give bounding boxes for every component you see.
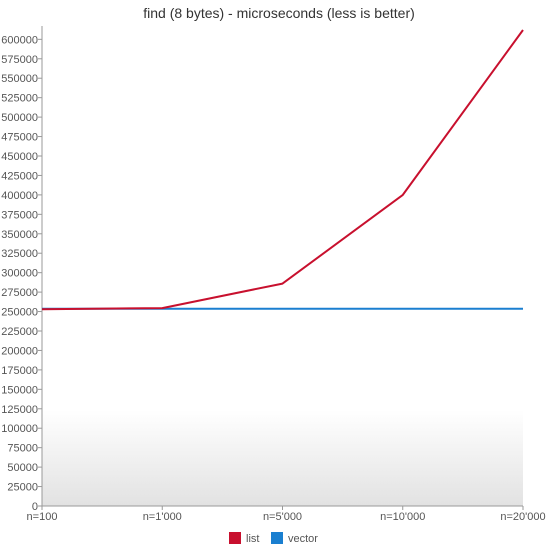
y-tick-label: 450000 [1, 151, 38, 163]
legend-swatch-list [229, 532, 241, 544]
y-tick-label: 550000 [1, 73, 38, 85]
y-tick-label: 475000 [1, 132, 38, 144]
y-tick-label: 500000 [1, 112, 38, 124]
y-tick-label: 375000 [1, 209, 38, 221]
y-tick-label: 300000 [1, 268, 38, 280]
y-tick-label: 425000 [1, 170, 38, 182]
y-tick-label: 275000 [1, 287, 38, 299]
x-tick-label: n=20'000 [500, 511, 545, 523]
legend-swatch-vector [271, 532, 283, 544]
x-tick-label: n=1'000 [143, 511, 182, 523]
legend-label-list: list [246, 533, 259, 545]
y-tick-label: 75000 [7, 443, 38, 455]
x-tick-label: n=5'000 [263, 511, 302, 523]
y-tick-label: 200000 [1, 345, 38, 357]
legend-label-vector: vector [288, 533, 318, 545]
series-layer [41, 29, 524, 311]
y-tick-label: 50000 [7, 462, 38, 474]
x-tick-label: n=100 [27, 511, 58, 523]
y-tick-label: 600000 [1, 34, 38, 46]
y-tick-label: 150000 [1, 384, 38, 396]
y-tick-label: 325000 [1, 248, 38, 260]
y-tick-label: 125000 [1, 404, 38, 416]
y-tick-label: 0 [32, 501, 38, 513]
y-tick-label: 350000 [1, 229, 38, 241]
plot-background [42, 410, 523, 506]
y-tick-label: 400000 [1, 190, 38, 202]
y-tick-label: 175000 [1, 365, 38, 377]
y-tick-label: 25000 [7, 482, 38, 494]
x-axis: n=100 n=1'000 n=5'000 n=10'000 n=20'000 [27, 505, 546, 523]
y-tick-label: 100000 [1, 423, 38, 435]
chart-title: find (8 bytes) - microseconds (less is b… [143, 5, 415, 21]
series-line-list [41, 29, 524, 311]
legend: list vector [229, 532, 318, 545]
y-tick-label: 575000 [1, 54, 38, 66]
y-tick-label: 225000 [1, 326, 38, 338]
x-tick-label: n=10'000 [380, 511, 425, 523]
y-tick-label: 525000 [1, 93, 38, 105]
y-axis: 0 25000 50000 75000 100000 125000 150000 175000… [1, 26, 43, 513]
y-tick-label: 250000 [1, 307, 38, 319]
